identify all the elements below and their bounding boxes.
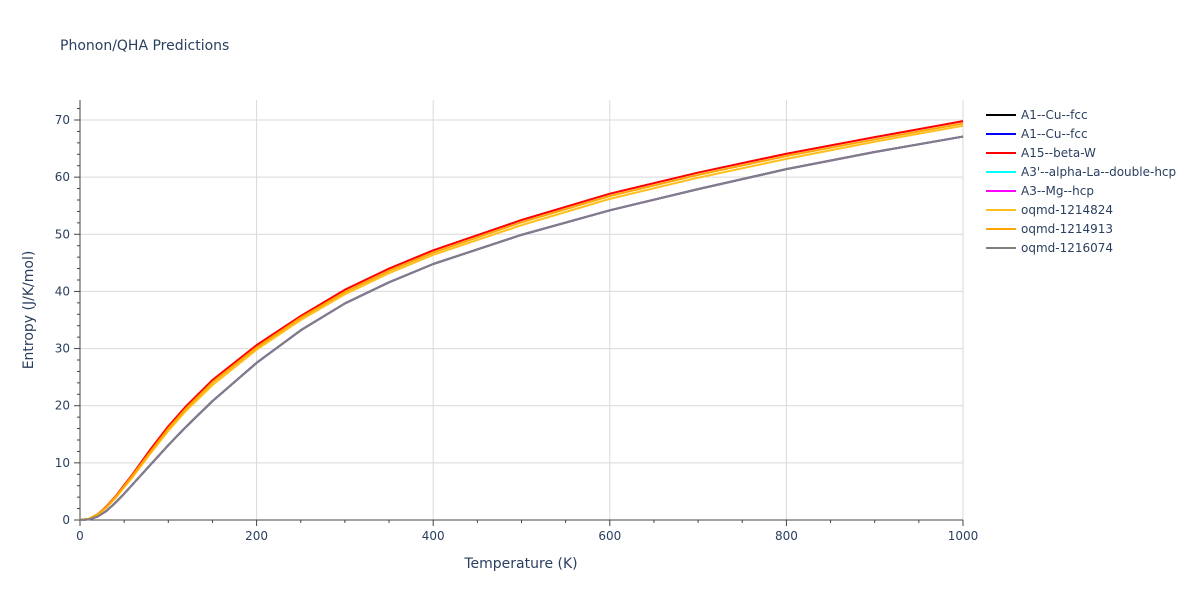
legend-label: A1--Cu--fcc <box>1021 108 1088 122</box>
series-line-8 <box>79 135 964 521</box>
y-tick-label: 60 <box>55 170 70 184</box>
x-tick-label: 200 <box>245 529 268 543</box>
gridlines <box>80 100 964 520</box>
legend-label: A3'--alpha-La--double-hcp <box>1021 165 1176 179</box>
x-tick-label: 400 <box>422 529 445 543</box>
series-line-6 <box>79 124 964 521</box>
x-tick-label: 1000 <box>948 529 979 543</box>
y-tick-label: 20 <box>55 399 70 413</box>
series-line-3 <box>79 120 964 521</box>
y-tick-label: 10 <box>55 456 70 470</box>
legend-label: oqmd-1216074 <box>1021 241 1113 255</box>
x-tick-label: 800 <box>775 529 798 543</box>
y-tick-label: 30 <box>55 342 70 356</box>
series-line-7 <box>79 122 964 521</box>
y-axis-label: Entropy (J/K/mol) <box>21 251 37 370</box>
y-tick-label: 0 <box>62 513 70 527</box>
legend: A1--Cu--fcc A1--Cu--fcc A15--beta-W A3'--al… <box>986 108 1176 255</box>
axes: 0 200 400 600 800 1000 0 10 20 30 40 50 60 70 <box>55 100 979 543</box>
legend-label: oqmd-1214824 <box>1021 203 1113 217</box>
legend-label: A1--Cu--fcc <box>1021 127 1088 141</box>
series-lines <box>79 120 964 521</box>
legend-label: oqmd-1214913 <box>1021 222 1113 236</box>
chart-title: Phonon/QHA Predictions <box>60 38 229 54</box>
x-tick-label: 600 <box>598 529 621 543</box>
y-tick-label: 40 <box>55 284 70 298</box>
y-tick-label: 70 <box>55 113 70 127</box>
x-axis-label: Temperature (K) <box>463 556 577 572</box>
legend-label: A15--beta-W <box>1021 146 1096 160</box>
y-tick-label: 50 <box>55 227 70 241</box>
legend-label: A3--Mg--hcp <box>1021 184 1094 198</box>
x-tick-label: 0 <box>76 529 84 543</box>
